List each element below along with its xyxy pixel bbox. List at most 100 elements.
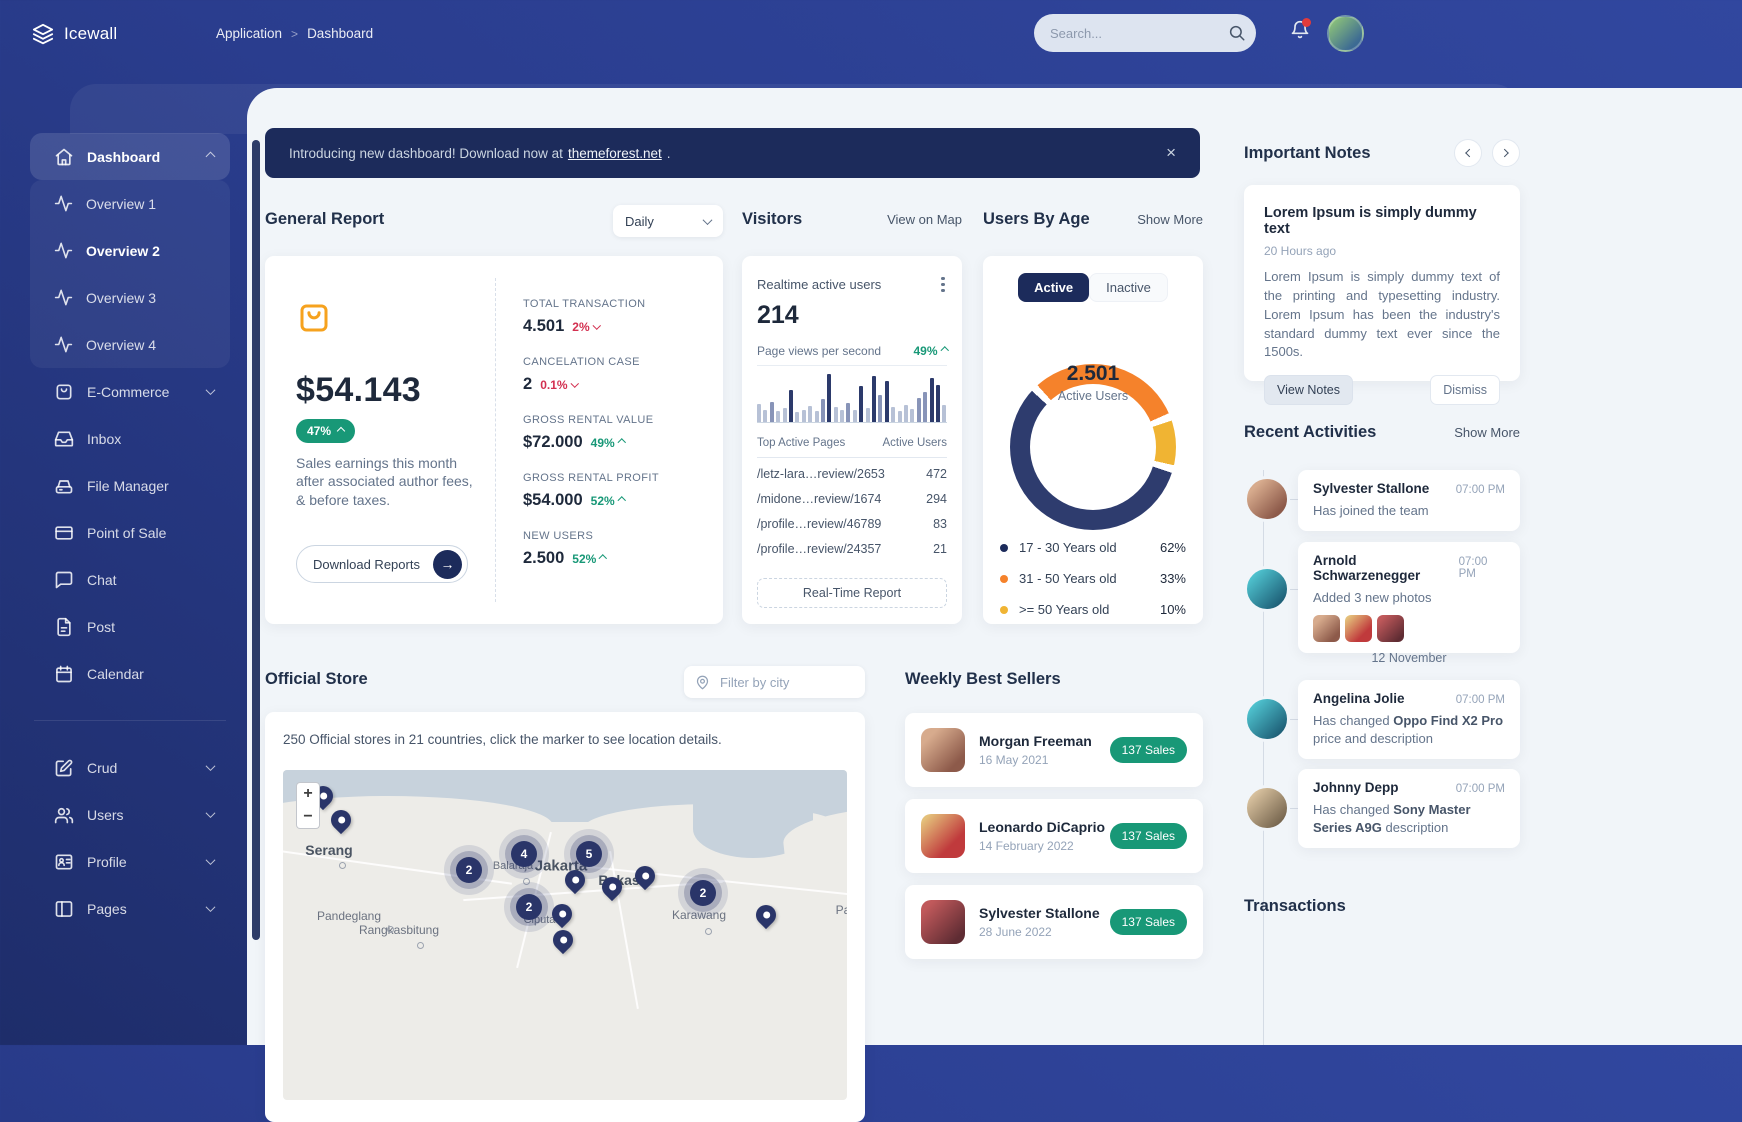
sales-badge[interactable]: 137 Sales	[1109, 909, 1187, 935]
sidebar-item-label: Point of Sale	[87, 524, 167, 541]
filter-city-input[interactable]	[718, 673, 898, 691]
toggle-inactive[interactable]: Inactive	[1089, 273, 1168, 302]
sidebar-item-overview-3[interactable]: Overview 3	[30, 274, 230, 321]
sidebar-item-users[interactable]: Users	[30, 791, 230, 838]
chevron-up-icon	[599, 554, 607, 563]
map-cluster-marker[interactable]: 2	[456, 857, 482, 883]
sidebar-item-overview-1[interactable]: Overview 1	[30, 180, 230, 227]
banner-text: Introducing new dashboard! Download now …	[289, 145, 563, 161]
show-more-link[interactable]: Show More	[1137, 212, 1203, 227]
breadcrumb: Application > Dashboard	[216, 26, 373, 41]
sidebar-item-profile[interactable]: Profile	[30, 838, 230, 885]
breadcrumb-application[interactable]: Application	[216, 26, 283, 41]
age-donut-chart	[1010, 364, 1176, 530]
photo-thumbnail[interactable]	[1377, 615, 1404, 643]
sidebar-item-e-commerce[interactable]: E-Commerce	[30, 368, 230, 415]
map-zoom-out-button[interactable]: −	[296, 805, 320, 829]
activity-avatar[interactable]	[1244, 695, 1290, 742]
download-reports-button[interactable]: Download Reports →	[296, 545, 468, 583]
sidebar-item-crud[interactable]: Crud	[30, 744, 230, 791]
activity-description: Added 3 new photos	[1313, 590, 1432, 605]
users-by-age-title: Users By Age	[983, 210, 1090, 228]
search-icon[interactable]	[1228, 24, 1246, 42]
map-cluster-marker[interactable]: 2	[516, 894, 542, 920]
realtime-report-button[interactable]: Real-Time Report	[757, 578, 947, 608]
stat-value: $54.000 52%	[523, 491, 703, 510]
stat-value: 2 0.1%	[523, 375, 703, 394]
app-logo[interactable]: Icewall	[0, 23, 182, 45]
notifications-button[interactable]	[1290, 18, 1311, 45]
notes-prev-button[interactable]	[1454, 139, 1482, 167]
bar	[757, 403, 761, 422]
map-cluster-marker[interactable]: 4	[511, 841, 537, 867]
users-by-age-header: Users By Age Show More	[983, 210, 1203, 229]
stat-number: $72.000	[523, 433, 583, 451]
bar	[884, 380, 889, 422]
credit-card-icon	[54, 523, 74, 543]
activity-avatar[interactable]	[1244, 784, 1290, 831]
content-scrollbar[interactable]	[252, 140, 260, 940]
sidebar-item-calendar[interactable]: Calendar	[30, 650, 230, 697]
banner-close-icon[interactable]: ×	[1166, 143, 1176, 162]
notes-next-button[interactable]	[1492, 139, 1520, 167]
legend-item: 31 - 50 Years old 33%	[1000, 563, 1186, 594]
activity-avatar[interactable]	[1244, 476, 1290, 522]
stat-label: GROSS RENTAL PROFIT	[523, 472, 659, 484]
sidebar-item-inbox[interactable]: Inbox	[30, 415, 230, 462]
sidebar-item-pages[interactable]: Pages	[30, 885, 230, 932]
chevron-down-icon	[205, 761, 216, 772]
more-vertical-icon[interactable]	[941, 274, 947, 295]
sidebar-item-dashboard[interactable]: Dashboard	[30, 133, 230, 180]
layout-icon	[54, 899, 74, 919]
chevron-down-icon	[205, 855, 216, 866]
stat-number: 4.501	[523, 317, 565, 335]
sidebar-item-point-of-sale[interactable]: Point of Sale	[30, 509, 230, 556]
stat-change: 0.1%	[540, 378, 579, 392]
map-cluster-marker[interactable]: 5	[576, 841, 602, 867]
search-input[interactable]	[1048, 24, 1228, 42]
sales-badge[interactable]: 137 Sales	[1109, 823, 1187, 849]
map-pin-marker[interactable]	[548, 925, 578, 955]
sidebar-item-overview-4[interactable]: Overview 4	[30, 321, 230, 368]
view-on-map-link[interactable]: View on Map	[887, 212, 962, 227]
sidebar-item-post[interactable]: Post	[30, 603, 230, 650]
period-select[interactable]: Daily	[613, 205, 723, 237]
bar	[923, 391, 928, 422]
view-notes-button[interactable]: View Notes	[1264, 375, 1353, 406]
bar	[942, 404, 947, 422]
sidebar-item-file-manager[interactable]: File Manager	[30, 462, 230, 509]
activity-card: Johnny Depp 07:00 PM Has changed Sony Mast…	[1298, 769, 1520, 849]
activity-description: Has joined the team	[1313, 503, 1429, 518]
map-zoom-in-button[interactable]: +	[296, 782, 320, 806]
official-store-header: Official Store	[265, 666, 898, 698]
map-pin-marker[interactable]	[751, 900, 781, 930]
sales-change-badge[interactable]: 47%	[296, 419, 356, 443]
sidebar-item-overview-2[interactable]: Overview 2	[30, 227, 230, 274]
activities-show-more-link[interactable]: Show More	[1454, 425, 1520, 440]
sidebar-item-label: Profile	[87, 853, 127, 870]
filter-by-city-box[interactable]	[684, 666, 898, 698]
sales-badge[interactable]: 137 Sales	[1109, 737, 1187, 763]
sidebar-item-chat[interactable]: Chat	[30, 556, 230, 603]
breadcrumb-dashboard[interactable]: Dashboard	[307, 26, 374, 41]
search-box[interactable]	[1034, 14, 1256, 52]
activity-description: Has changed Sony Master Series A9G descr…	[1313, 802, 1471, 836]
map-cluster-marker[interactable]: 2	[690, 880, 716, 906]
bar	[891, 406, 896, 422]
chevron-up-icon	[205, 151, 216, 162]
bar	[769, 401, 774, 422]
bar	[776, 410, 781, 422]
store-map[interactable]: + − Serang Jakarta Bekasi Balaraja Pandeglan…	[283, 770, 847, 1100]
notification-badge	[1302, 18, 1311, 27]
photo-thumbnail[interactable]	[1313, 615, 1340, 643]
photo-thumbnail[interactable]	[1345, 615, 1372, 643]
bar	[910, 408, 915, 422]
user-avatar[interactable]	[1327, 15, 1364, 52]
themeforest-link[interactable]: themeforest.net	[567, 145, 662, 161]
toggle-active[interactable]: Active	[1018, 273, 1090, 302]
sidebar-item-label: Pages	[87, 900, 127, 917]
dismiss-button[interactable]: Dismiss	[1430, 375, 1500, 406]
map-town-dot	[339, 862, 346, 869]
activity-avatar[interactable]	[1244, 566, 1290, 612]
users-by-age-card: Active Inactive 2.501 Active Users 17 - …	[983, 256, 1203, 637]
